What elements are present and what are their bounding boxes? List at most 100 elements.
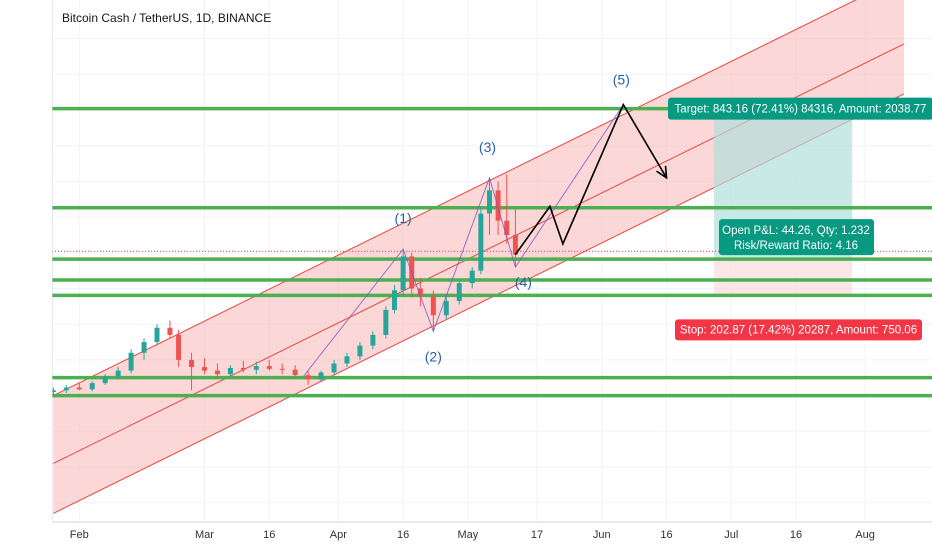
time-tick-label: 16 — [660, 529, 672, 541]
candle-body — [443, 300, 449, 316]
candle — [417, 277, 423, 307]
price-axis-background — [0, 0, 52, 522]
candle — [189, 352, 195, 391]
candle — [469, 267, 475, 289]
time-tick-label: Feb — [70, 529, 89, 541]
wave-label: (2) — [425, 348, 442, 364]
candle — [486, 177, 492, 235]
candle-body — [279, 368, 285, 370]
candle-body — [176, 334, 182, 360]
time-tick-label: Mar — [195, 529, 214, 541]
candle — [102, 374, 108, 385]
candle — [253, 361, 259, 375]
time-axis[interactable]: Feb Mar 16 Apr 16 May 17 Jun 16 Jul 16 Aug — [52, 521, 932, 541]
horizontal-levels[interactable] — [52, 106, 932, 398]
candle-body — [391, 290, 397, 310]
candle-body — [89, 383, 95, 390]
candle — [318, 370, 324, 382]
projection-path[interactable] — [514, 102, 668, 256]
candle-body — [128, 352, 134, 371]
candle-body — [76, 387, 82, 390]
candle — [456, 279, 462, 305]
pnl-label-box — [719, 219, 874, 256]
candle-body — [357, 345, 363, 357]
candle-body — [318, 372, 324, 380]
candle — [115, 367, 121, 380]
candle-body — [478, 213, 484, 271]
time-tick-label: May — [457, 529, 478, 541]
candle — [227, 365, 233, 377]
time-tick-label: Jul — [724, 529, 738, 541]
candle-body — [512, 234, 518, 255]
wave-label: (1) — [395, 210, 412, 226]
candle-body — [227, 367, 233, 375]
time-tick-label: 16 — [397, 529, 409, 541]
candle — [443, 297, 449, 319]
candle-body — [115, 370, 121, 377]
candle — [504, 174, 510, 244]
candle-body — [383, 309, 389, 335]
candle — [214, 363, 220, 378]
candle — [240, 360, 246, 373]
candle-body — [486, 190, 492, 214]
candle — [266, 359, 272, 371]
candle-body — [189, 359, 195, 368]
candle — [430, 290, 436, 332]
candle-body — [370, 334, 376, 346]
candle — [370, 331, 376, 350]
time-tick-label: 16 — [790, 529, 802, 541]
elliott-wave-drawing[interactable]: (1) (2) (3) (4) (5) — [303, 72, 630, 377]
candle — [383, 306, 389, 339]
candle — [305, 370, 311, 385]
risk-reward-text: Risk/Reward Ratio: 4.16 — [734, 240, 858, 252]
candle-body — [50, 390, 56, 393]
candle — [128, 349, 134, 374]
projection-line — [514, 102, 668, 256]
candle-body — [214, 370, 220, 375]
candle-body — [469, 270, 475, 284]
candle-body — [400, 256, 406, 291]
candle — [201, 358, 207, 375]
candle — [176, 329, 182, 368]
pnl-label-text: Open P&L: 44.26, Qty: 1.232 — [722, 225, 870, 237]
candle — [478, 206, 484, 275]
wave-label: (4) — [515, 274, 532, 290]
candle-body — [63, 387, 69, 391]
long-position-tool[interactable] — [714, 108, 853, 296]
candle — [331, 359, 337, 375]
candle — [63, 384, 69, 393]
candle — [141, 338, 147, 360]
stop-label-text: Stop: 202.87 (17.42%) 20287, Amount: 750… — [680, 324, 917, 336]
candle-body — [253, 366, 259, 370]
candle — [89, 381, 95, 392]
pnl-label: Open P&L: 44.26, Qty: 1.232 Risk/Reward R… — [719, 219, 874, 256]
candle — [154, 324, 160, 346]
stop-label-box — [675, 319, 922, 341]
time-tick-label: Aug — [855, 529, 875, 541]
target-label: Target: 843.16 (72.41%) 84316, Amount: 2… — [668, 97, 932, 120]
candle — [357, 342, 363, 360]
candle-body — [344, 356, 350, 364]
candle — [279, 363, 285, 375]
wave-label: (3) — [479, 139, 496, 155]
candle-body — [154, 327, 160, 343]
candle — [292, 365, 298, 378]
time-tick-label: Jun — [593, 529, 611, 541]
wave-path — [303, 104, 624, 377]
target-label-box — [668, 97, 932, 120]
candle-body — [504, 220, 510, 235]
candle-body — [417, 288, 423, 296]
channel-upper-line — [53, 0, 857, 397]
time-tick-label: 16 — [263, 529, 275, 541]
candle — [344, 352, 350, 368]
candle — [391, 284, 397, 314]
candle-body — [266, 366, 272, 369]
chart-title: Bitcoin Cash / TetherUS, 1D, BINANCE — [62, 11, 271, 25]
candle-body — [331, 363, 337, 373]
candle-body — [430, 295, 436, 316]
stop-label: Stop: 202.87 (17.42%) 20287, Amount: 750… — [675, 319, 922, 341]
candle-body — [292, 369, 298, 376]
candle-body — [240, 367, 246, 370]
candle-body — [201, 367, 207, 371]
